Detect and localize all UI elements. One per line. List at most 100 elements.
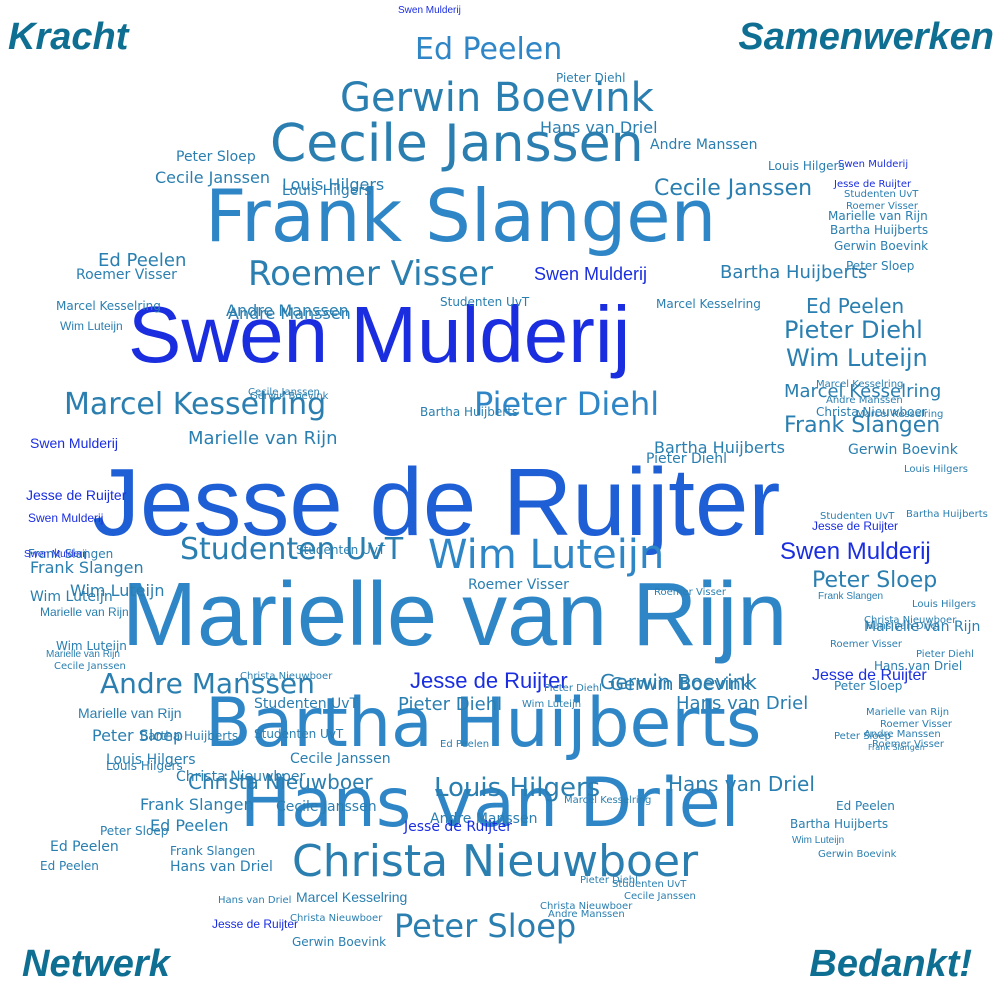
cloud-word: Jesse de Ruijter [834, 179, 912, 190]
cloud-word: Roemer Visser [872, 739, 945, 750]
corner-word-kracht: Kracht [8, 16, 129, 58]
cloud-word: Studenten UvT [180, 532, 404, 567]
cloud-word: Louis Hilgers [106, 759, 183, 773]
cloud-word: Louis Hilgers [904, 464, 968, 475]
cloud-word: Roemer Visser [880, 719, 953, 730]
cloud-word: Bartha Huijberts [420, 405, 519, 419]
cloud-word: Roemer Visser [654, 587, 727, 598]
cloud-word: Gerwin Boevink [610, 674, 752, 695]
cloud-word: Cecile Janssen [276, 799, 377, 815]
cloud-word: Peter Sloep [92, 726, 184, 745]
cloud-word: Ed Peelen [440, 739, 490, 750]
corner-word-bedankt: Bedankt! [809, 943, 972, 985]
cloud-word: Marielle van Rijn [828, 209, 928, 223]
cloud-word: Peter Sloep [394, 907, 577, 945]
cloud-word: Andre Manssen [100, 667, 315, 700]
cloud-word: Wim Luteijn [786, 344, 928, 372]
cloud-word: Swen Mulderij [780, 538, 931, 565]
cloud-word: Frank Slangen [784, 413, 941, 438]
cloud-word: Peter Sloep [176, 149, 256, 165]
cloud-word: Christa Nieuwboer [240, 671, 333, 682]
cloud-word: Louis Hilgers [282, 175, 385, 194]
cloud-word: Frank Slangen [28, 547, 114, 561]
cloud-word: Swen Mulderij [24, 549, 87, 560]
cloud-word: Jesse de Ruijter [92, 449, 781, 556]
cloud-word: Marielle van Rijn [78, 705, 182, 721]
cloud-word: Wim Luteijn [428, 532, 665, 578]
cloud-word: Wim Luteijn [792, 835, 845, 846]
cloud-word: Studenten UvT [440, 295, 530, 309]
cloud-word: Hans van Driel [866, 621, 940, 632]
cloud-word: Bartha Huijberts [906, 509, 988, 520]
cloud-word: Roemer Visser [830, 639, 903, 650]
cloud-word: Christa Nieuwboer [188, 770, 373, 794]
cloud-word: Gerwin Boevink [834, 239, 929, 253]
cloud-word: Cecile Janssen [290, 751, 391, 767]
cloud-word: Bartha Huijberts [720, 262, 868, 283]
cloud-word: Hans van Driel [240, 764, 740, 843]
cloud-word: Pieter Diehl [556, 71, 626, 85]
cloud-word: Christa Nieuwboer [540, 901, 633, 912]
cloud-word: Ed Peelen [98, 250, 187, 271]
cloud-word: Marielle van Rijn [188, 428, 338, 449]
cloud-word: Andre Manssen [864, 729, 941, 740]
cloud-word: Bartha Huijberts [205, 684, 762, 763]
cloud-word: Wim Luteijn [30, 589, 113, 605]
cloud-word: Wim Luteijn [70, 581, 165, 600]
cloud-word: Pieter Diehl [398, 694, 503, 715]
cloud-word: Frank Slangen [170, 844, 256, 858]
cloud-word: Bartha Huijberts [790, 817, 889, 831]
cloud-word: Marcel Kesselring [656, 297, 761, 311]
cloud-word: Jesse de Ruijter [812, 667, 927, 684]
cloud-word: Hans van Driel [668, 772, 815, 796]
cloud-word: Marcel Kesselring [856, 409, 944, 420]
cloud-word: Frank Slangen [140, 795, 254, 814]
cloud-word: Marcel Kesselring [296, 889, 408, 905]
cloud-word: Pieter Diehl [784, 316, 923, 344]
cloud-word: Bartha Huijberts [654, 438, 785, 457]
cloud-word: Andre Manssen [548, 909, 625, 920]
cloud-word: Studenten UvT [844, 189, 919, 200]
cloud-word: Louis Hilgers [282, 183, 372, 199]
cloud-word: Marcel Kesselring [816, 379, 904, 390]
cloud-word: Ed Peelen [150, 816, 229, 835]
cloud-word: Pieter Diehl [916, 649, 974, 660]
cloud-word: Cecile Janssen [248, 387, 320, 398]
cloud-word: Roemer Visser [76, 267, 177, 283]
cloud-word: Studenten UvT [254, 696, 359, 712]
cloud-word: Marielle van Rijn [122, 565, 788, 665]
cloud-word: Swen Mulderij [838, 159, 909, 170]
cloud-word: Ed Peelen [40, 859, 99, 873]
cloud-word: Peter Sloep [100, 824, 169, 838]
cloud-word: Marcel Kesselring [784, 381, 942, 402]
cloud-word: Gerwin Boevink [292, 935, 387, 949]
cloud-word: Frank Slangen [205, 174, 717, 258]
cloud-word: Peter Sloep [812, 568, 938, 593]
cloud-word: Studenten UvT [612, 879, 687, 890]
cloud-word: Cecile Janssen [270, 114, 644, 174]
cloud-word: Wim Luteijn [60, 319, 123, 333]
cloud-word: Ed Peelen [415, 32, 563, 67]
cloud-word: Pieter Diehl [474, 385, 660, 423]
cloud-word: Studenten UvT [820, 511, 895, 522]
cloud-word: Ed Peelen [50, 839, 119, 855]
cloud-word: Swen Mulderij [28, 511, 104, 525]
cloud-word: Andre Manssen [228, 304, 351, 323]
cloud-word: Pieter Diehl [646, 451, 727, 467]
cloud-word: Louis Hilgers [768, 159, 845, 173]
cloud-word: Swen Mulderij [534, 264, 648, 284]
cloud-word: Peter Sloep [846, 259, 915, 273]
cloud-word: Cecile Janssen [624, 891, 696, 902]
cloud-word: Gerwin Boevink [250, 391, 329, 402]
cloud-word: Hans van Driel [170, 859, 273, 875]
cloud-word: Hans van Driel [676, 693, 809, 714]
cloud-word: Christa Nieuwboer [292, 836, 699, 887]
cloud-word: Roemer Visser [468, 577, 569, 593]
cloud-word: Marielle van Rijn [40, 605, 129, 619]
cloud-word: Roemer Visser [846, 201, 919, 212]
cloud-word: Gerwin Boevink [818, 849, 897, 860]
cloud-word: Louis Hilgers [106, 752, 196, 768]
cloud-word: Marcel Kesselring [564, 795, 652, 806]
cloud-word: Marcel Kesselring [56, 299, 161, 313]
cloud-word: Peter Sloep [834, 731, 891, 742]
